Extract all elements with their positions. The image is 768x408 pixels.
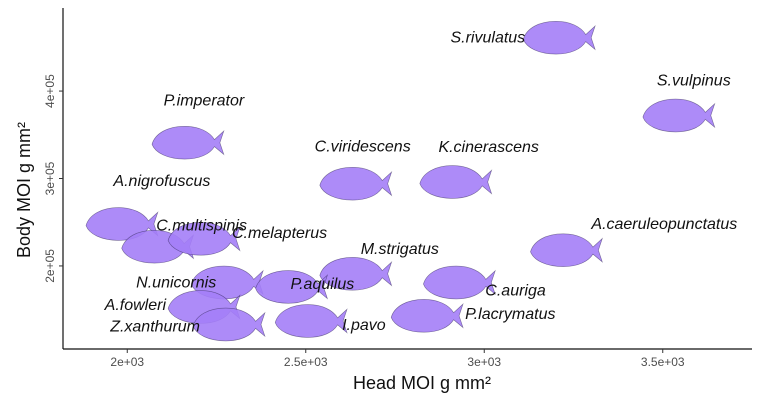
x-axis-title: Head MOI g mm² — [353, 373, 491, 393]
species-label-c-auriga: C.auriga — [485, 283, 546, 300]
species-label-s-vulpinus: S.vulpinus — [657, 73, 731, 90]
fish-marker-i-pavo — [274, 304, 348, 338]
species-label-i-pavo: I.pavo — [342, 317, 386, 334]
fish-marker-a-caeruleopunctatus — [530, 233, 603, 267]
x-tick-label: 2e+03 — [110, 355, 144, 369]
x-axis-ticks: 2e+03 2.5e+03 3e+03 3.5e+03 — [110, 349, 685, 369]
species-label-a-nigrofuscus: A.nigrofuscus — [112, 173, 210, 190]
species-label-p-aquilus: P.aquilus — [291, 276, 355, 293]
species-label-m-strigatus: M.strigatus — [361, 241, 439, 258]
y-tick-label: 3e+05 — [43, 161, 57, 195]
species-label-p-imperator: P.imperator — [164, 93, 245, 110]
species-label-n-unicornis: N.unicornis — [136, 275, 216, 292]
fish-marker-p-imperator — [151, 125, 225, 160]
species-label-p-lacrymatus: P.lacrymatus — [465, 306, 555, 323]
fish-marker-s-rivulatus — [522, 20, 596, 55]
y-tick-label: 2e+05 — [43, 249, 57, 283]
species-label-a-fowleri: A.fowleri — [104, 297, 167, 314]
species-label-z-xanthurum: Z.xanthurum — [109, 319, 200, 336]
y-axis-title: Body MOI g mm² — [14, 122, 34, 258]
species-label-s-rivulatus: S.rivulatus — [450, 30, 525, 47]
fish-marker-k-cinerascens — [419, 165, 492, 199]
y-axis-ticks: 2e+05 3e+05 4e+05 — [43, 74, 63, 283]
fish-marker-p-lacrymatus — [390, 299, 464, 333]
x-tick-label: 3.5e+03 — [641, 355, 685, 369]
x-tick-label: 2.5e+03 — [284, 355, 328, 369]
species-label-k-cinerascens: K.cinerascens — [438, 139, 539, 156]
species-labels: S.rivulatus S.vulpinus P.imperator C.viride… — [104, 30, 738, 336]
fish-marker-c-viridescens — [319, 166, 392, 201]
y-tick-label: 4e+05 — [43, 74, 57, 108]
fish-marker-s-vulpinus — [642, 98, 716, 133]
species-label-c-viridescens: C.viridescens — [315, 139, 411, 156]
species-label-a-caeruleopunctatus: A.caeruleopunctatus — [590, 216, 737, 233]
species-label-c-multispinis: C.multispinis — [156, 218, 247, 235]
species-label-c-melapterus: C.melapterus — [232, 225, 327, 242]
fish-marker-z-xanthurum — [192, 307, 266, 342]
x-tick-label: 3e+03 — [467, 355, 501, 369]
